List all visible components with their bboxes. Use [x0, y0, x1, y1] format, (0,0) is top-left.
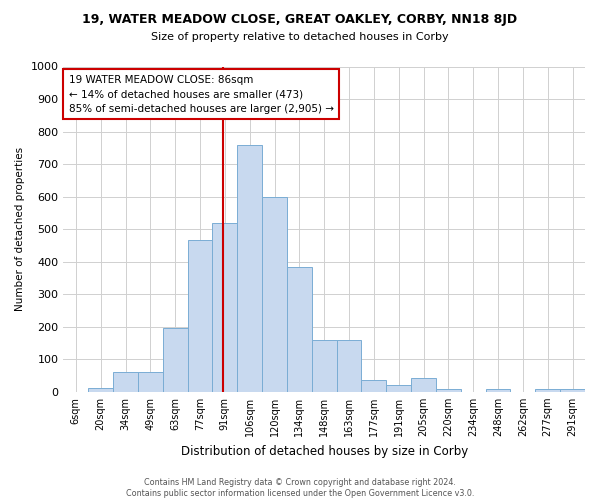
X-axis label: Distribution of detached houses by size in Corby: Distribution of detached houses by size … — [181, 444, 468, 458]
Bar — [287, 267, 312, 392]
Bar — [212, 222, 237, 392]
Text: Contains HM Land Registry data © Crown copyright and database right 2024.
Contai: Contains HM Land Registry data © Crown c… — [126, 478, 474, 498]
Bar — [262, 196, 287, 392]
Text: Size of property relative to detached houses in Corby: Size of property relative to detached ho… — [151, 32, 449, 42]
Bar — [312, 340, 337, 392]
Bar — [188, 240, 212, 392]
Bar — [436, 388, 461, 392]
Bar — [361, 380, 386, 392]
Bar — [560, 388, 585, 392]
Bar — [237, 144, 262, 392]
Text: 19 WATER MEADOW CLOSE: 86sqm
← 14% of detached houses are smaller (473)
85% of s: 19 WATER MEADOW CLOSE: 86sqm ← 14% of de… — [68, 74, 334, 114]
Bar — [485, 388, 511, 392]
Bar — [386, 386, 411, 392]
Bar — [411, 378, 436, 392]
Bar — [88, 388, 113, 392]
Text: 19, WATER MEADOW CLOSE, GREAT OAKLEY, CORBY, NN18 8JD: 19, WATER MEADOW CLOSE, GREAT OAKLEY, CO… — [82, 12, 518, 26]
Bar — [163, 328, 188, 392]
Bar — [337, 340, 361, 392]
Bar — [113, 372, 138, 392]
Bar — [138, 372, 163, 392]
Y-axis label: Number of detached properties: Number of detached properties — [15, 147, 25, 311]
Bar — [535, 388, 560, 392]
